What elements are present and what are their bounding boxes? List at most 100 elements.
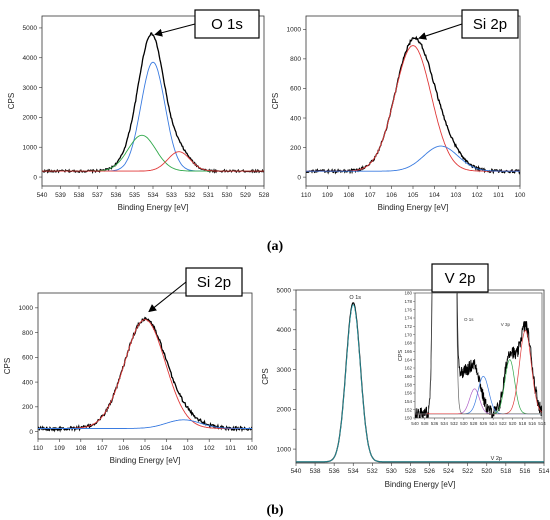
p3-plot-frame (37, 292, 253, 440)
p1-xtick-label: 532 (185, 192, 196, 199)
p2-label-text: Si 2p (473, 16, 507, 33)
p3-label-text: Si 2p (197, 274, 231, 291)
inset-series-5-line (415, 293, 542, 415)
p3-ytick-label: 800 (22, 330, 33, 337)
p3-ytick-label: 1000 (19, 305, 34, 312)
inset-ytick-label: 178 (404, 299, 412, 304)
p2-ytick-label: 1000 (287, 27, 302, 34)
p3-series-0-line (38, 316, 252, 433)
p2-ytick-label: 600 (290, 86, 301, 93)
inset-ytick-label: 158 (404, 382, 412, 387)
p2-ytick-label: 0 (297, 174, 301, 181)
p1-xaxis-label: Binding Energy [eV] (118, 203, 189, 212)
p1-label-arrow (154, 23, 196, 37)
inset-ytick-label: 174 (404, 316, 412, 321)
p4-xtick-label: 522 (462, 468, 473, 475)
inset-ytick-label: 162 (404, 366, 412, 371)
p1-xtick-label: 535 (129, 192, 140, 199)
p1-label-text: O 1s (211, 16, 243, 33)
p4-xtick-label: 540 (291, 468, 302, 475)
p3-xtick-label: 100 (247, 445, 258, 452)
p2-series-1-line (306, 45, 520, 172)
inset-ytick-label: 176 (404, 307, 412, 312)
p4-xtick-label: 528 (405, 468, 416, 475)
p4-annotation-o1s: O 1s (349, 295, 361, 301)
inset-plot-frame (414, 292, 543, 419)
p2-plot-frame (305, 15, 521, 187)
inset-ytick-label: 156 (404, 391, 412, 396)
p1-xtick-label: 529 (240, 192, 251, 199)
p4-series-1-line (296, 304, 544, 463)
p3-xtick-label: 102 (204, 445, 215, 452)
p2-xtick-label: 102 (472, 192, 483, 199)
p1-ytick-label: 0 (33, 174, 37, 181)
inset-ytick-label: 170 (404, 332, 412, 337)
p3-xtick-label: 105 (140, 445, 151, 452)
p1-plot-frame (41, 15, 265, 187)
p2-ytick-label: 200 (290, 145, 301, 152)
p1-series-0-line (42, 32, 264, 174)
inset-annotation-v3p: V 3p (501, 322, 511, 327)
p1-ytick-label: 1000 (23, 145, 38, 152)
p2-xtick-label: 105 (408, 192, 419, 199)
p4-ytick-label: 4000 (277, 327, 292, 334)
inset-xtick-label: 524 (489, 421, 497, 426)
p2-xtick-label: 104 (429, 192, 440, 199)
p1-chart: 540 539 538 537 536 535 534 533 532 531 530 529 528 0… (7, 9, 270, 212)
p1-ytick-label: 4000 (23, 55, 38, 62)
p1-ytick-label: 3000 (23, 85, 38, 92)
p2-ytick-label: 400 (290, 115, 301, 122)
p1-xtick-label: 530 (222, 192, 233, 199)
p3-xaxis-label: Binding Energy [eV] (110, 456, 181, 465)
p3-chart: 110 109 108 107 106 105 104 103 102 101 1000200400… (3, 267, 258, 465)
p2-xtick-label: 110 (301, 192, 312, 199)
inset-series-0-line (415, 293, 542, 418)
p4-xtick-label: 514 (539, 468, 550, 475)
inset-xtick-label: 538 (421, 421, 429, 426)
p4-xaxis-label: Binding Energy [eV] (385, 480, 456, 489)
p3-series-2-line (38, 419, 252, 429)
inset-ytick-label: 152 (404, 407, 412, 412)
p3-xtick-label: 106 (118, 445, 129, 452)
p4-xtick-label: 524 (443, 468, 454, 475)
p2-xtick-label: 103 (450, 192, 461, 199)
inset-xtick-label: 520 (509, 421, 517, 426)
p1-xtick-label: 537 (92, 192, 103, 199)
p2-xaxis-label: Binding Energy [eV] (378, 203, 449, 212)
p4-ytick-label: 5000 (277, 287, 292, 294)
p4-ytick-label: 3000 (277, 367, 292, 374)
p2-chart: 110 109 108 107 106 105 104 103 102 101 1000200400… (271, 9, 526, 212)
inset-ytick-label: 180 (404, 291, 412, 296)
inset-xtick-label: 518 (519, 421, 527, 426)
p2-series-0-line (306, 35, 520, 175)
inset-xtick-label: 526 (480, 421, 488, 426)
charts-layer: 540 539 538 537 536 535 534 533 532 531 530 529 528 0… (3, 9, 550, 489)
p4-xtick-label: 536 (329, 468, 340, 475)
p3-yaxis-label: CPS (3, 358, 12, 374)
inset-xtick-label: 536 (431, 421, 439, 426)
p4-ytick-label: 1000 (277, 446, 292, 453)
p2-xtick-label: 108 (343, 192, 354, 199)
p3-series-1-line (38, 319, 252, 429)
inset-xtick-label: 540 (411, 421, 419, 426)
inset-xtick-label: 514 (538, 421, 546, 426)
p3-xtick-label: 101 (225, 445, 236, 452)
p3-xtick-label: 109 (54, 445, 65, 452)
inset-ytick-label: 160 (404, 374, 412, 379)
p1-xtick-label: 540 (37, 192, 48, 199)
p1-xtick-label: 534 (148, 192, 159, 199)
p4-chart: 540 538 536 534 532 530 528 526 524 522 520 518 516 5… (261, 263, 550, 489)
p4-xtick-label: 516 (519, 468, 530, 475)
p3-ytick-label: 600 (22, 355, 33, 362)
inset-ytick-label: 164 (404, 357, 412, 362)
p2-xtick-label: 101 (493, 192, 504, 199)
inset-yaxis-label: CPS (398, 350, 404, 362)
p4-xtick-label: 538 (310, 468, 321, 475)
p4-label-text: V 2p (445, 270, 476, 287)
p1-label-box (194, 9, 260, 39)
p2-xtick-label: 109 (322, 192, 333, 199)
p1-ytick-label: 5000 (23, 25, 38, 32)
panel-label-b: (b) (266, 503, 283, 518)
p4-xtick-label: 526 (424, 468, 435, 475)
